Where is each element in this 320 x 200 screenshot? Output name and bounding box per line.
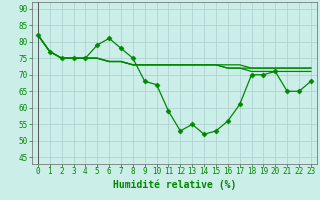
X-axis label: Humidité relative (%): Humidité relative (%): [113, 179, 236, 190]
